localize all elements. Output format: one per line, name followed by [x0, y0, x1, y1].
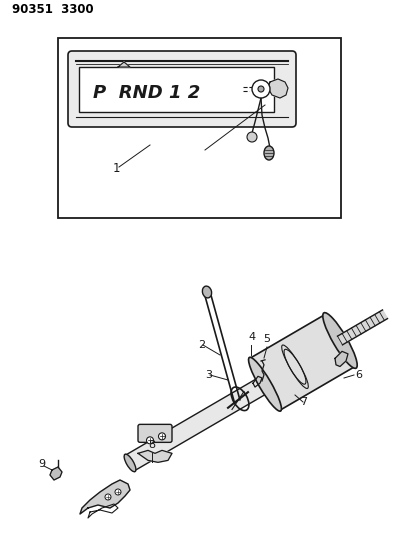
- Polygon shape: [335, 351, 348, 367]
- Ellipse shape: [124, 454, 136, 472]
- Bar: [79, 67, 274, 112]
- Ellipse shape: [264, 146, 274, 160]
- Text: 2: 2: [198, 340, 205, 350]
- Polygon shape: [80, 480, 130, 514]
- Text: 7: 7: [300, 397, 307, 407]
- FancyBboxPatch shape: [138, 424, 172, 442]
- Ellipse shape: [203, 286, 212, 298]
- Polygon shape: [250, 314, 355, 410]
- Circle shape: [146, 437, 154, 444]
- Polygon shape: [118, 62, 130, 67]
- Bar: [58, 38, 341, 218]
- Circle shape: [247, 132, 257, 142]
- Ellipse shape: [323, 313, 357, 368]
- Polygon shape: [50, 467, 62, 480]
- Polygon shape: [338, 310, 387, 345]
- Ellipse shape: [249, 357, 282, 411]
- Circle shape: [258, 86, 264, 92]
- Polygon shape: [138, 450, 172, 462]
- Text: 3: 3: [205, 370, 212, 380]
- Text: 1: 1: [113, 162, 120, 175]
- Polygon shape: [126, 362, 294, 471]
- Text: 6: 6: [355, 370, 362, 380]
- Circle shape: [252, 80, 270, 98]
- Text: 4: 4: [248, 332, 255, 342]
- Text: 9: 9: [38, 459, 45, 469]
- Circle shape: [105, 494, 111, 500]
- Polygon shape: [268, 79, 288, 98]
- Text: P  RND 1 2: P RND 1 2: [93, 84, 200, 102]
- Text: 8: 8: [148, 440, 155, 450]
- FancyBboxPatch shape: [68, 51, 296, 127]
- Text: 5: 5: [263, 334, 270, 344]
- Text: 90351  3300: 90351 3300: [12, 3, 93, 16]
- Circle shape: [115, 489, 121, 495]
- Circle shape: [158, 433, 166, 440]
